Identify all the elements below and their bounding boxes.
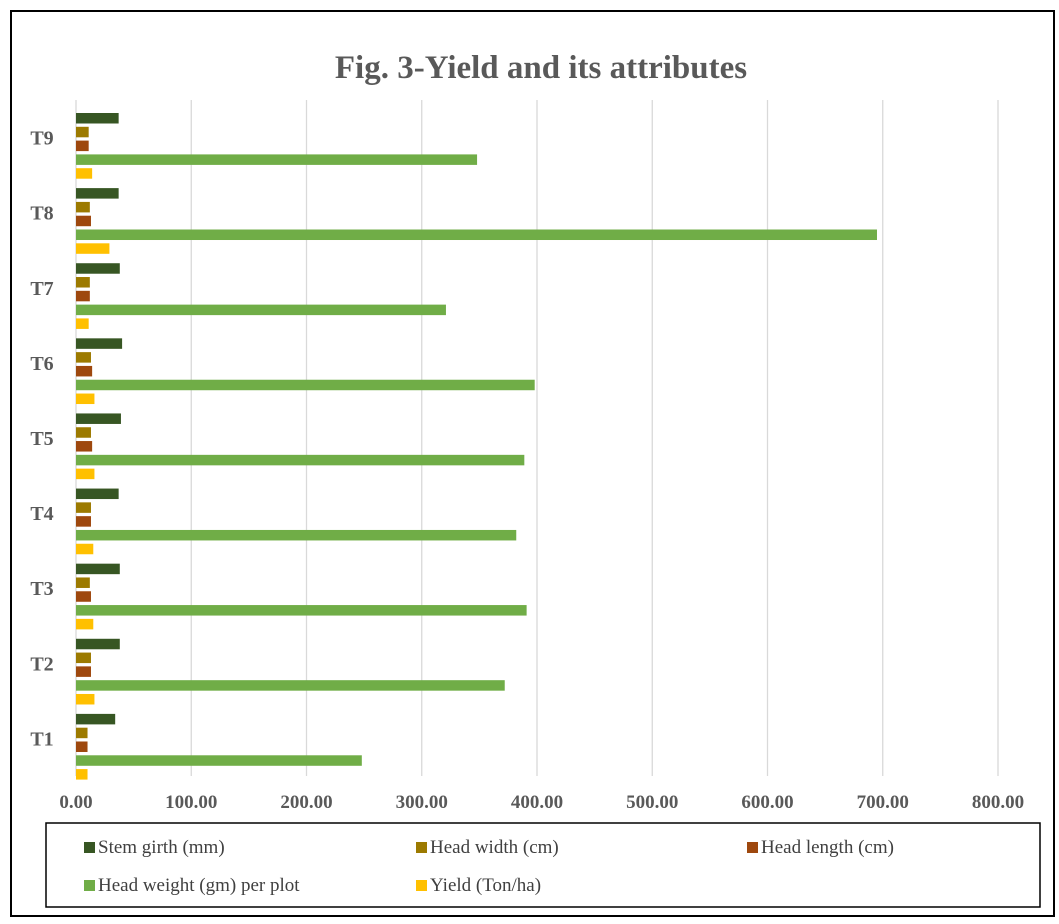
x-tick-label: 500.00 (626, 792, 678, 813)
legend-swatch (416, 880, 427, 891)
x-tick-labels: 0.00 100.00 200.00 300.00 400.00 500.00 600.00… (59, 792, 1024, 813)
bar (76, 352, 91, 363)
legend-label: Head length (cm) (761, 837, 894, 858)
bar (76, 652, 91, 664)
x-tick-label: 300.00 (396, 792, 448, 813)
bar (76, 304, 446, 316)
bar (76, 618, 94, 630)
x-tick-label: 200.00 (280, 792, 332, 813)
bar (76, 713, 116, 725)
bar (76, 769, 88, 780)
x-tick-label: 800.00 (972, 792, 1024, 813)
bar (76, 290, 90, 302)
bar (76, 529, 517, 541)
legend-item: Head width (cm) (416, 837, 559, 858)
bar (76, 113, 119, 124)
category-labels: T1 T2 T3 T4 T5 T6 T7 T8 T9 (30, 128, 53, 751)
bar (76, 543, 94, 555)
bar (76, 577, 90, 588)
category-label: T1 (30, 728, 53, 750)
x-tick-label: 600.00 (741, 792, 793, 813)
bar (76, 680, 505, 691)
bar (76, 229, 877, 241)
chart-svg: Fig. 3-Yield and its attributes T1 T2 T3 T4… (30, 50, 1041, 908)
x-tick-label: 400.00 (511, 792, 563, 813)
bar (76, 605, 527, 616)
bar (76, 263, 120, 274)
legend-item: Yield (Ton/ha) (416, 875, 541, 896)
bar (76, 454, 525, 466)
bar (76, 215, 91, 227)
bar (76, 563, 120, 575)
chart-frame: Fig. 3-Yield and its attributes T1 T2 T3 T4… (10, 10, 1055, 917)
bar (76, 638, 120, 650)
bar (76, 379, 535, 391)
chart-title: Fig. 3-Yield and its attributes (335, 50, 747, 86)
legend: Stem girth (mm) Head width (cm) Head lengt… (45, 822, 1041, 908)
bar (76, 502, 91, 513)
bar (76, 338, 123, 349)
legend-label: Head weight (gm) per plot (98, 875, 300, 896)
legend-swatch (84, 842, 95, 853)
bar (76, 318, 89, 329)
bar (76, 154, 478, 165)
bar (76, 168, 93, 179)
category-label: T4 (30, 503, 53, 525)
bar (76, 516, 91, 527)
bar (76, 427, 91, 438)
bar (76, 741, 88, 752)
x-tick-label: 0.00 (59, 792, 92, 813)
bar (76, 201, 90, 213)
bar (76, 755, 362, 766)
bar (76, 591, 91, 602)
legend-swatch (747, 842, 758, 853)
legend-swatch (416, 842, 427, 853)
bar (76, 277, 90, 288)
category-label: T3 (30, 578, 53, 600)
bar (76, 243, 110, 254)
bar (76, 441, 93, 452)
legend-item: Head weight (gm) per plot (84, 875, 300, 896)
category-label: T9 (30, 128, 53, 150)
category-label: T6 (30, 353, 53, 375)
bar (76, 188, 119, 199)
legend-label: Yield (Ton/ha) (430, 875, 541, 896)
legend-label: Head width (cm) (430, 837, 559, 858)
bar (76, 693, 95, 705)
category-label: T2 (30, 653, 53, 675)
category-label: T7 (30, 278, 53, 300)
x-tick-label: 700.00 (857, 792, 909, 813)
x-tick-label: 100.00 (165, 792, 217, 813)
category-label: T8 (30, 203, 53, 225)
bar (76, 126, 89, 138)
bar (76, 727, 88, 739)
legend-border (45, 822, 1041, 908)
bar (76, 468, 95, 480)
legend-label: Stem girth (mm) (98, 837, 225, 858)
bar (76, 140, 89, 152)
grid-layer (75, 100, 999, 776)
bar (76, 666, 91, 677)
bar (76, 413, 121, 424)
legend-item: Head length (cm) (747, 837, 894, 858)
bar (76, 365, 93, 377)
legend-swatch (84, 880, 95, 891)
bar (76, 488, 119, 500)
bar (76, 393, 95, 405)
legend-item: Stem girth (mm) (84, 837, 225, 858)
category-label: T5 (30, 428, 53, 450)
bars-layer (76, 113, 877, 780)
